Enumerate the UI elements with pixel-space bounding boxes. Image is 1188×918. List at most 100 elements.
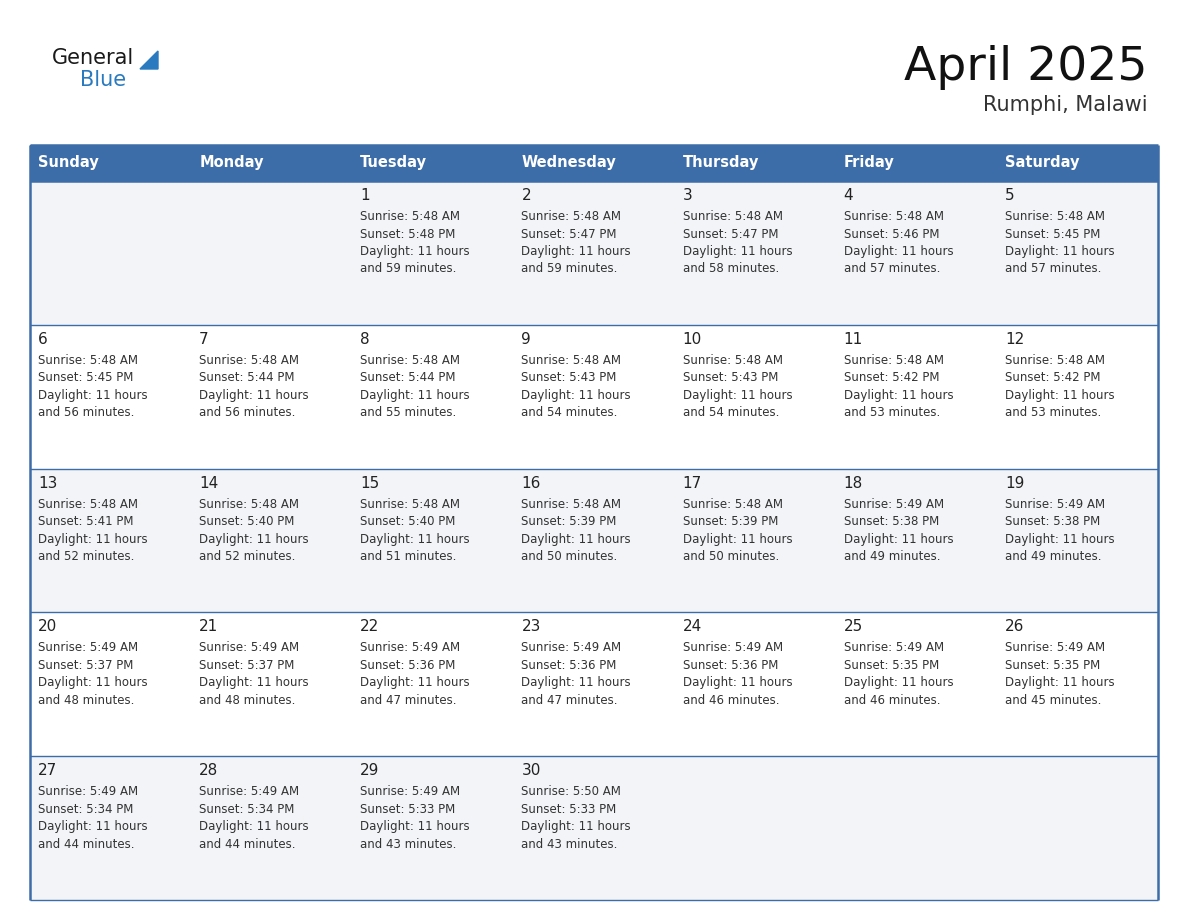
Text: Sunset: 5:38 PM: Sunset: 5:38 PM: [1005, 515, 1100, 528]
Text: 12: 12: [1005, 331, 1024, 347]
Bar: [353, 612, 513, 756]
Text: 15: 15: [360, 476, 379, 490]
Bar: [353, 756, 513, 900]
Bar: [675, 468, 835, 612]
Text: Sunset: 5:47 PM: Sunset: 5:47 PM: [683, 228, 778, 241]
Text: Sunset: 5:48 PM: Sunset: 5:48 PM: [360, 228, 456, 241]
Bar: [513, 145, 675, 181]
Text: Sunrise: 5:48 AM: Sunrise: 5:48 AM: [38, 498, 138, 510]
Text: Sunrise: 5:48 AM: Sunrise: 5:48 AM: [843, 353, 943, 367]
Bar: [675, 181, 835, 325]
Text: Sunrise: 5:48 AM: Sunrise: 5:48 AM: [1005, 210, 1105, 223]
Text: and 43 minutes.: and 43 minutes.: [522, 838, 618, 851]
Text: 18: 18: [843, 476, 862, 490]
Bar: [513, 468, 675, 612]
Text: and 46 minutes.: and 46 minutes.: [843, 694, 940, 707]
Text: Sunrise: 5:48 AM: Sunrise: 5:48 AM: [522, 353, 621, 367]
Text: and 51 minutes.: and 51 minutes.: [360, 550, 456, 563]
Text: Daylight: 11 hours: Daylight: 11 hours: [200, 677, 309, 689]
Text: Daylight: 11 hours: Daylight: 11 hours: [522, 245, 631, 258]
Text: 26: 26: [1005, 620, 1024, 634]
Text: Sunset: 5:39 PM: Sunset: 5:39 PM: [522, 515, 617, 528]
Text: Sunset: 5:45 PM: Sunset: 5:45 PM: [1005, 228, 1100, 241]
Text: 9: 9: [522, 331, 531, 347]
Text: and 59 minutes.: and 59 minutes.: [522, 263, 618, 275]
Text: Daylight: 11 hours: Daylight: 11 hours: [522, 820, 631, 834]
Bar: [353, 325, 513, 468]
Text: 28: 28: [200, 763, 219, 778]
Text: and 57 minutes.: and 57 minutes.: [843, 263, 940, 275]
Text: Sunrise: 5:48 AM: Sunrise: 5:48 AM: [683, 353, 783, 367]
Text: Daylight: 11 hours: Daylight: 11 hours: [522, 389, 631, 402]
Text: Sunset: 5:44 PM: Sunset: 5:44 PM: [200, 371, 295, 385]
Text: Sunrise: 5:48 AM: Sunrise: 5:48 AM: [522, 498, 621, 510]
Text: 4: 4: [843, 188, 853, 203]
Text: and 53 minutes.: and 53 minutes.: [843, 407, 940, 420]
Text: Sunrise: 5:48 AM: Sunrise: 5:48 AM: [843, 210, 943, 223]
Bar: [835, 325, 997, 468]
Text: and 50 minutes.: and 50 minutes.: [522, 550, 618, 563]
Text: Sunset: 5:34 PM: Sunset: 5:34 PM: [38, 802, 133, 816]
Text: Daylight: 11 hours: Daylight: 11 hours: [360, 245, 470, 258]
Text: Sunrise: 5:49 AM: Sunrise: 5:49 AM: [200, 642, 299, 655]
Text: Sunset: 5:34 PM: Sunset: 5:34 PM: [200, 802, 295, 816]
Text: Sunrise: 5:49 AM: Sunrise: 5:49 AM: [38, 785, 138, 798]
Text: 2: 2: [522, 188, 531, 203]
Text: and 47 minutes.: and 47 minutes.: [522, 694, 618, 707]
Text: Sunset: 5:36 PM: Sunset: 5:36 PM: [360, 659, 456, 672]
Bar: [835, 756, 997, 900]
Text: Sunset: 5:40 PM: Sunset: 5:40 PM: [200, 515, 295, 528]
Text: Blue: Blue: [80, 70, 126, 90]
Text: 14: 14: [200, 476, 219, 490]
Text: Sunrise: 5:49 AM: Sunrise: 5:49 AM: [360, 642, 461, 655]
Text: Sunset: 5:40 PM: Sunset: 5:40 PM: [360, 515, 456, 528]
Bar: [835, 181, 997, 325]
Text: Sunrise: 5:48 AM: Sunrise: 5:48 AM: [38, 353, 138, 367]
Text: and 47 minutes.: and 47 minutes.: [360, 694, 456, 707]
Bar: [675, 325, 835, 468]
Bar: [997, 145, 1158, 181]
Text: and 54 minutes.: and 54 minutes.: [522, 407, 618, 420]
Text: Saturday: Saturday: [1005, 155, 1080, 171]
Text: Sunrise: 5:48 AM: Sunrise: 5:48 AM: [360, 210, 460, 223]
Text: Sunset: 5:45 PM: Sunset: 5:45 PM: [38, 371, 133, 385]
Text: 10: 10: [683, 331, 702, 347]
Text: Sunset: 5:41 PM: Sunset: 5:41 PM: [38, 515, 133, 528]
Text: Daylight: 11 hours: Daylight: 11 hours: [1005, 677, 1114, 689]
Text: 30: 30: [522, 763, 541, 778]
Text: Daylight: 11 hours: Daylight: 11 hours: [843, 245, 953, 258]
Text: Daylight: 11 hours: Daylight: 11 hours: [38, 820, 147, 834]
Text: Sunset: 5:37 PM: Sunset: 5:37 PM: [200, 659, 295, 672]
Text: Sunrise: 5:49 AM: Sunrise: 5:49 AM: [360, 785, 461, 798]
Bar: [513, 756, 675, 900]
Bar: [191, 612, 353, 756]
Text: Daylight: 11 hours: Daylight: 11 hours: [843, 389, 953, 402]
Text: Daylight: 11 hours: Daylight: 11 hours: [360, 532, 470, 545]
Bar: [191, 468, 353, 612]
Text: Sunrise: 5:49 AM: Sunrise: 5:49 AM: [843, 642, 943, 655]
Bar: [513, 612, 675, 756]
Text: 6: 6: [38, 331, 48, 347]
Text: and 59 minutes.: and 59 minutes.: [360, 263, 456, 275]
Bar: [997, 325, 1158, 468]
Text: and 49 minutes.: and 49 minutes.: [843, 550, 940, 563]
Text: 21: 21: [200, 620, 219, 634]
Text: Sunrise: 5:49 AM: Sunrise: 5:49 AM: [683, 642, 783, 655]
Bar: [835, 612, 997, 756]
Text: Sunset: 5:46 PM: Sunset: 5:46 PM: [843, 228, 940, 241]
Bar: [353, 181, 513, 325]
Text: Daylight: 11 hours: Daylight: 11 hours: [843, 532, 953, 545]
Text: Sunset: 5:33 PM: Sunset: 5:33 PM: [522, 802, 617, 816]
Text: 16: 16: [522, 476, 541, 490]
Bar: [835, 468, 997, 612]
Text: and 54 minutes.: and 54 minutes.: [683, 407, 779, 420]
Text: Sunrise: 5:48 AM: Sunrise: 5:48 AM: [200, 353, 299, 367]
Text: Daylight: 11 hours: Daylight: 11 hours: [38, 389, 147, 402]
Text: 13: 13: [38, 476, 57, 490]
Text: Daylight: 11 hours: Daylight: 11 hours: [200, 389, 309, 402]
Text: Daylight: 11 hours: Daylight: 11 hours: [1005, 245, 1114, 258]
Text: and 52 minutes.: and 52 minutes.: [200, 550, 296, 563]
Text: Sunrise: 5:49 AM: Sunrise: 5:49 AM: [843, 498, 943, 510]
Text: and 50 minutes.: and 50 minutes.: [683, 550, 779, 563]
Text: Daylight: 11 hours: Daylight: 11 hours: [1005, 389, 1114, 402]
